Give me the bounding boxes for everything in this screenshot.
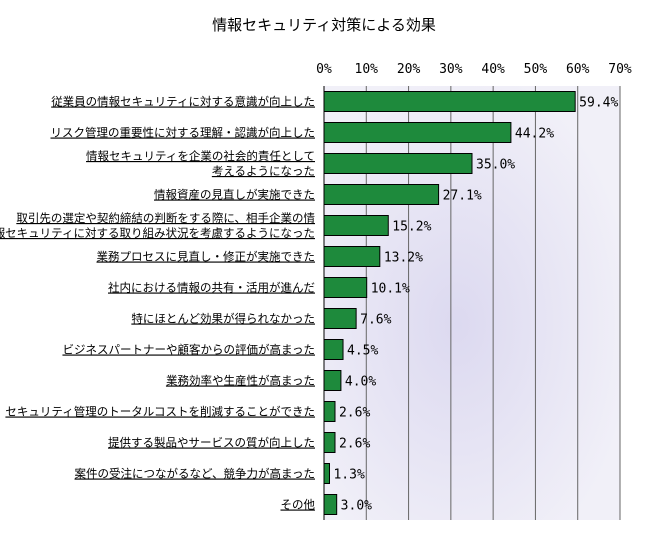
bar — [323, 432, 336, 453]
bar — [323, 184, 440, 205]
bar — [323, 122, 512, 143]
plot-area — [324, 86, 620, 520]
chart-title: 情報セキュリティ対策による効果 — [212, 16, 436, 34]
category-label: リスク管理の重要性に対する理解・認識が向上した — [51, 126, 316, 140]
value-label: 1.3% — [333, 468, 364, 483]
value-label: 2.6% — [339, 406, 370, 421]
value-label: 4.0% — [345, 375, 376, 390]
value-label: 15.2% — [392, 220, 431, 235]
bar — [323, 494, 338, 515]
category-label: セキュリティ管理のトータルコストを削減することができた — [5, 405, 315, 419]
x-tick-label: 0% — [316, 62, 332, 77]
value-label: 2.6% — [339, 437, 370, 452]
x-tick-label: 10% — [355, 62, 379, 77]
x-tick-labels: 0% 10% 20% 30% 40% 50% 60% 70% — [316, 62, 632, 77]
category-label: 社内における情報の共有・活用が進んだ — [108, 281, 315, 295]
category-labels: 従業員の情報セキュリティに対する意識が向上したリスク管理の重要性に対する理解・認… — [0, 95, 315, 512]
category-label: 取引先の選定や契約締結の判断をする際に、相手企業の情報セキュリティに対する取り組… — [0, 211, 315, 240]
value-label: 27.1% — [443, 189, 482, 204]
bar — [323, 370, 342, 391]
x-tick-label: 70% — [608, 62, 632, 77]
bar — [323, 277, 368, 298]
value-labels: 59.4% 44.2% 35.0% 27.1% 15.2% 13.2% 10.1% 7.6% 4… — [333, 96, 618, 514]
category-label: 特にほとんど効果が得られなかった — [131, 312, 315, 326]
bar — [323, 246, 381, 267]
category-label: 案件の受注につながるなど、競争力が高まった — [75, 467, 315, 481]
value-label: 13.2% — [384, 251, 423, 266]
category-label: ビジネスパートナーや顧客からの評価が高まった — [62, 343, 315, 357]
bar — [323, 153, 473, 174]
value-label: 3.0% — [341, 499, 372, 514]
x-tick-label: 60% — [566, 62, 590, 77]
bars — [323, 91, 576, 515]
category-label: 情報資産の見直しが実施できた — [154, 188, 315, 202]
category-label: 業務効率や生産性が高まった — [166, 374, 315, 388]
bar — [323, 215, 389, 236]
value-label: 59.4% — [579, 96, 618, 111]
x-tick-label: 50% — [524, 62, 548, 77]
x-tick-label: 20% — [397, 62, 421, 77]
bar — [323, 308, 357, 329]
bar — [323, 401, 336, 422]
category-label: 業務プロセスに見直し・修正が実施できた — [97, 250, 316, 264]
category-label: 情報セキュリティを企業の社会的責任として考えるようになった — [86, 149, 315, 178]
category-label: 提供する製品やサービスの質が向上した — [108, 436, 315, 450]
x-tick-label: 40% — [481, 62, 505, 77]
value-label: 10.1% — [371, 282, 410, 297]
category-label: 従業員の情報セキュリティに対する意識が向上した — [51, 95, 315, 109]
category-label: その他 — [281, 498, 316, 512]
bar — [323, 463, 330, 484]
value-label: 44.2% — [515, 127, 554, 142]
bar — [323, 339, 344, 360]
value-label: 35.0% — [476, 158, 515, 173]
value-label: 7.6% — [360, 313, 391, 328]
value-label: 4.5% — [347, 344, 378, 359]
x-tick-label: 30% — [439, 62, 463, 77]
bar — [323, 91, 576, 112]
